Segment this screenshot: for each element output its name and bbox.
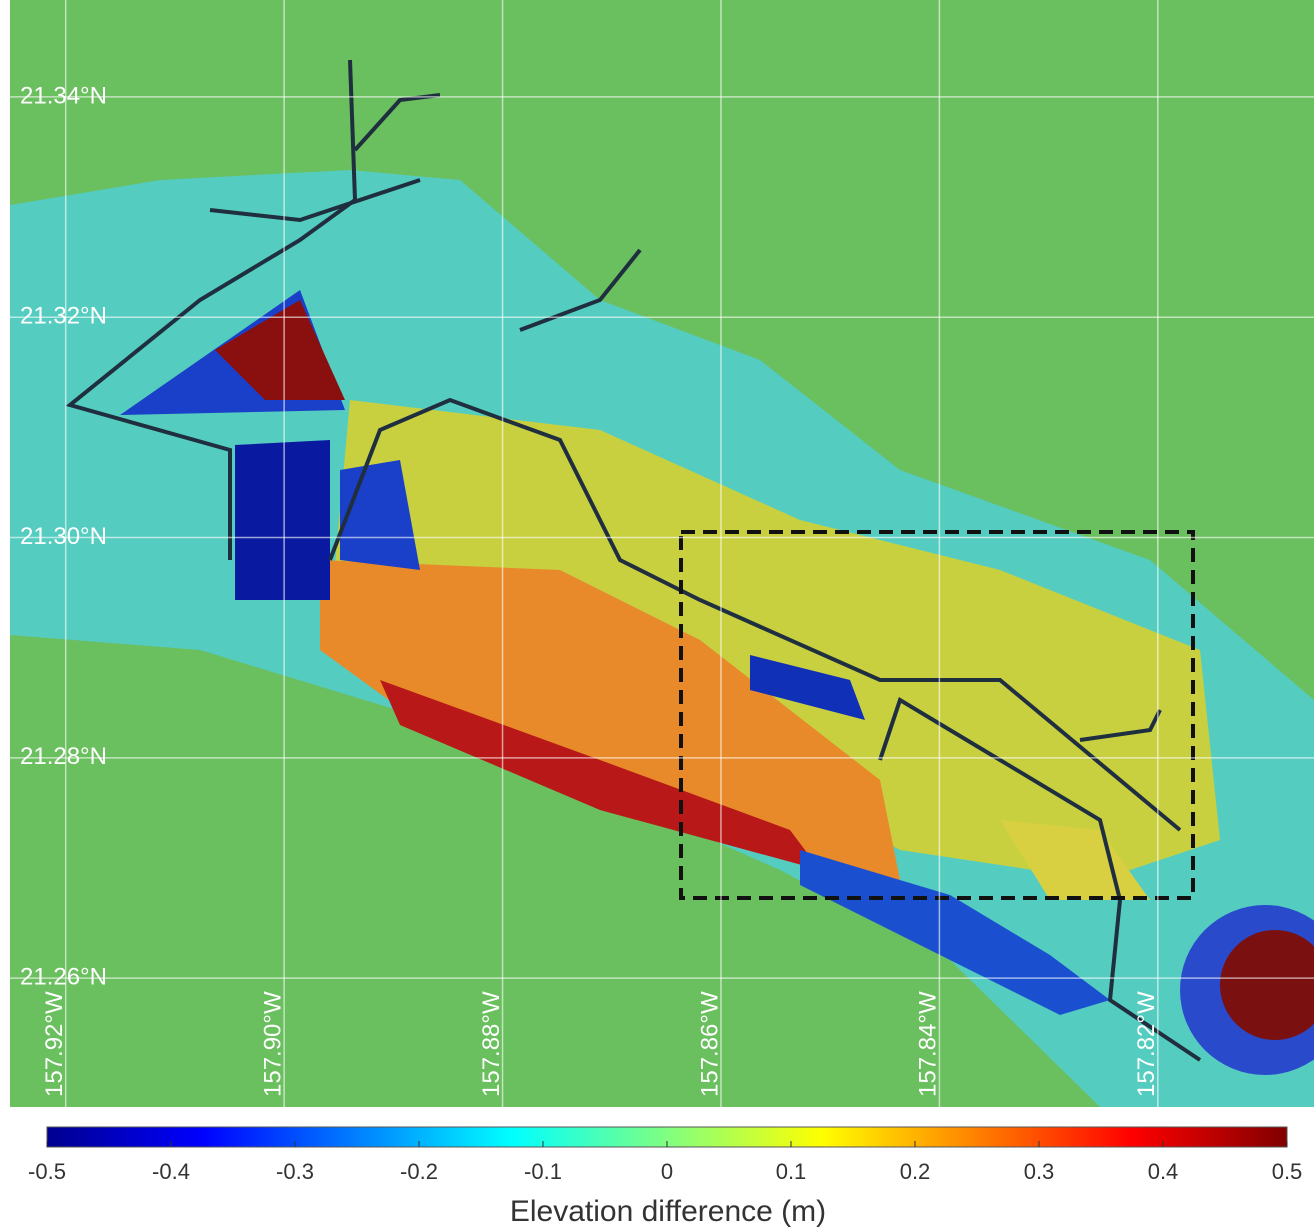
lat-label: 21.28°N xyxy=(20,743,107,770)
lon-label: 157.82°W xyxy=(1133,991,1160,1097)
colorbar-tick-label: 0.4 xyxy=(1148,1159,1179,1184)
colorbar-label: Elevation difference (m) xyxy=(510,1195,826,1228)
colorbar-tick-label: 0.5 xyxy=(1272,1159,1303,1184)
lat-label: 21.30°N xyxy=(20,523,107,550)
lon-label: 157.86°W xyxy=(696,991,723,1097)
colorbar-tick-label: -0.5 xyxy=(28,1159,66,1184)
colorbar-tick-label: 0 xyxy=(661,1159,673,1184)
elevation-map xyxy=(10,0,1314,1107)
lon-label: 157.92°W xyxy=(41,991,68,1097)
colorbar-tick-label: -0.1 xyxy=(524,1159,562,1184)
colorbar-tick-label: 0.2 xyxy=(900,1159,931,1184)
lon-label: 157.90°W xyxy=(259,991,286,1097)
colorbar-tick-label: -0.3 xyxy=(276,1159,314,1184)
lat-label: 21.26°N xyxy=(20,963,107,990)
colorbar-tick-label: -0.2 xyxy=(400,1159,438,1184)
lon-label: 157.84°W xyxy=(915,991,942,1097)
land-area xyxy=(235,440,330,600)
colorbar-tick-label: 0.1 xyxy=(776,1159,807,1184)
figure: 21.34°N21.32°N21.30°N21.28°N21.26°N157.9… xyxy=(0,0,1314,1232)
lat-label: 21.32°N xyxy=(20,303,107,330)
colorbar-tick-label: -0.4 xyxy=(152,1159,190,1184)
lon-label: 157.88°W xyxy=(478,991,505,1097)
lat-label: 21.34°N xyxy=(20,82,107,109)
colorbar-tick-label: 0.3 xyxy=(1024,1159,1055,1184)
